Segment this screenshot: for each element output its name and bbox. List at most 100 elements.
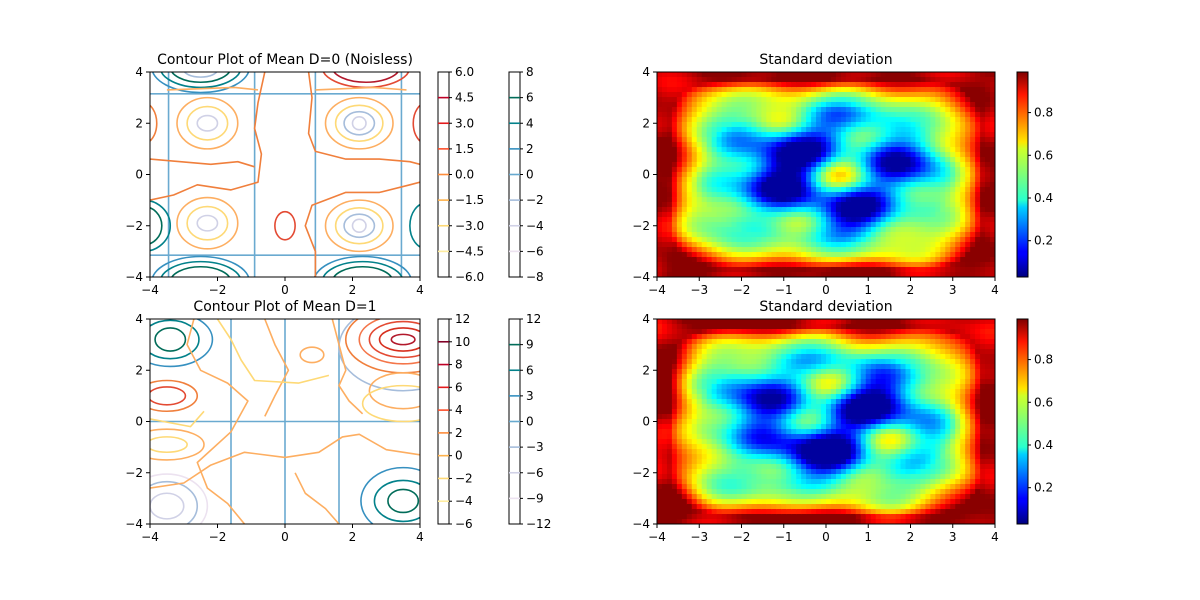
contour-line (154, 327, 187, 352)
colorbar-tick-label: 1.5 (455, 142, 474, 156)
colorbar-tick-label: −4 (526, 219, 544, 233)
y-tick-label: 4 (642, 65, 650, 79)
contour-line (176, 96, 239, 150)
colorbar-tick-label: 6 (455, 380, 463, 394)
colorbar-tick-label: 8 (455, 358, 463, 372)
x-tick-label: 2 (349, 530, 357, 544)
contour-line (150, 410, 205, 428)
colorbar-tick-label: 0.0 (455, 168, 474, 182)
x-tick-label: −4 (141, 283, 159, 297)
contour-line (368, 372, 420, 410)
colorbar-tick-label: 2 (526, 142, 534, 156)
contour-line (313, 255, 412, 277)
panel-std-top: Standard deviation −4 −3 −2 −1 0 1 2 3 4−4−2024 … (632, 52, 1053, 297)
y-tick-label: −4 (125, 517, 143, 531)
colorbar-tick-label: −3 (526, 440, 544, 454)
colorbar-lines: −12 −9 −6 −3 0 3 6 9 12 (508, 312, 551, 531)
contour-line (171, 72, 231, 84)
colorbar-tick-label: −9 (526, 491, 544, 505)
y-tick-label: −4 (632, 517, 650, 531)
contour-line (166, 86, 259, 91)
contour-line (324, 96, 394, 150)
contour-line (412, 104, 420, 143)
colorbar-tick-label: 4 (455, 403, 463, 417)
contour-line (299, 346, 325, 364)
y-tick-label: 4 (135, 65, 143, 79)
contour-line (294, 472, 340, 524)
contour-line (150, 72, 266, 201)
contour-line (150, 436, 188, 454)
y-tick-label: −4 (125, 270, 143, 284)
colorbar-tick-label: 12 (526, 312, 541, 326)
colorbar-body (437, 318, 450, 525)
colorbar-tick-label: −3.0 (455, 219, 484, 233)
colorbar-tick-label: −12 (526, 517, 551, 531)
y-tick-label: 0 (135, 415, 143, 429)
contour-line (351, 116, 367, 131)
x-tick-label: 0 (281, 283, 289, 297)
colorbar-tick-label: 4 (526, 116, 534, 130)
contour-line (368, 320, 420, 359)
colorbar-tick-label: 0.6 (1034, 395, 1053, 409)
y-tick-label: −2 (632, 466, 650, 480)
panel-title: Standard deviation (759, 52, 892, 68)
contour-line (387, 488, 420, 514)
colorbar-tick-label: 10 (455, 335, 470, 349)
y-tick-label: 0 (642, 168, 650, 182)
x-tick-label: 0 (822, 283, 830, 297)
x-tick-label: 2 (907, 283, 915, 297)
contour-line (160, 72, 241, 89)
x-tick-label: −2 (733, 283, 751, 297)
axis-ticks: −4 −2 0 2 4 −4 −2 0 2 4 (125, 312, 424, 544)
colorbar-body (1016, 318, 1029, 525)
contour-line (334, 207, 384, 245)
x-tick-label: 3 (949, 283, 957, 297)
colorbar-tick-label: −2 (526, 193, 544, 207)
x-tick-label: 1 (864, 283, 872, 297)
y-tick-label: 4 (642, 312, 650, 326)
colorbar-tick-label: 3 (526, 389, 534, 403)
contour-line (150, 492, 185, 520)
contour-line (150, 319, 214, 368)
panel-title: Contour Plot of Mean D=0 (Noisless) (157, 52, 413, 68)
colorbar-tick-label: 0.4 (1034, 191, 1053, 205)
colorbar-tick-label: 0.8 (1034, 353, 1053, 367)
contour-line (333, 72, 399, 84)
contour-line (160, 260, 241, 277)
heatmap (657, 319, 995, 524)
contour-line (150, 473, 209, 524)
x-tick-label: 3 (949, 530, 957, 544)
contour-line (274, 210, 296, 241)
colorbar-jet: 0.2 0.4 0.6 0.8 (1016, 318, 1053, 525)
colorbar-lines: −8 −6 −4 −2 0 2 4 6 8 (508, 65, 544, 284)
colorbar-tick-label: 6 (526, 91, 534, 105)
colorbar-tick-label: 0.6 (1034, 148, 1053, 162)
x-tick-label: −2 (733, 530, 751, 544)
colorbar-tick-label: 0.8 (1034, 106, 1053, 120)
colorbar-jet: 0.2 0.4 0.6 0.8 (1016, 71, 1053, 278)
colorbar-tick-label: 9 (526, 338, 534, 352)
y-tick-label: 2 (642, 116, 650, 130)
contour-line (186, 205, 229, 241)
y-tick-label: 2 (135, 363, 143, 377)
contour-line (150, 104, 158, 143)
y-tick-label: −2 (632, 219, 650, 233)
x-tick-label: 1 (864, 530, 872, 544)
y-tick-label: 0 (642, 415, 650, 429)
panel-title: Standard deviation (759, 299, 892, 315)
contour-line (151, 255, 250, 277)
contour-line (373, 479, 420, 523)
colorbar-tick-label: 3.0 (455, 116, 474, 130)
contour-line (150, 386, 187, 406)
heatmap (657, 72, 995, 277)
y-tick-label: 2 (135, 116, 143, 130)
colorbar-tick-label: 4.5 (455, 91, 474, 105)
contour-line (334, 104, 384, 142)
contour-line (315, 86, 407, 91)
panel-title: Contour Plot of Mean D=1 (193, 299, 376, 315)
contour-lines (150, 72, 420, 277)
axis-ticks: −4 −3 −2 −1 0 1 2 3 4 −4 −2 0 2 4 (632, 65, 999, 297)
colorbar-tick-label: −2 (455, 471, 473, 485)
x-tick-label: −4 (648, 283, 666, 297)
